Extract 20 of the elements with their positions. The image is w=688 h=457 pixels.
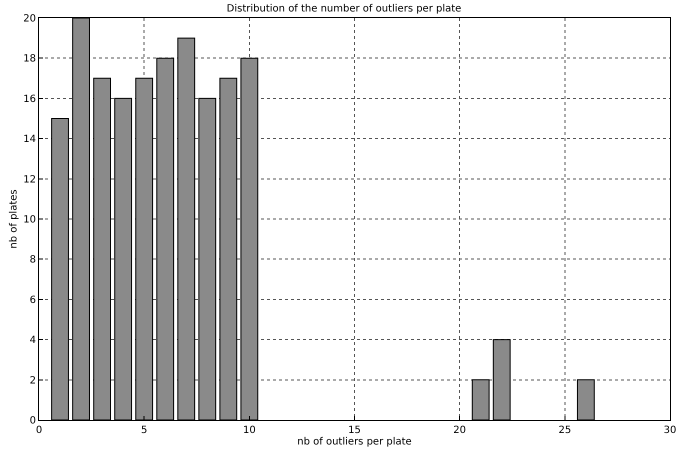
x-tick-label: 25 xyxy=(558,425,572,436)
y-tick-label: 16 xyxy=(23,94,36,105)
y-tick-label: 0 xyxy=(30,416,36,426)
chart-title: Distribution of the number of outliers per plate xyxy=(226,4,462,15)
y-tick-label: 6 xyxy=(30,294,36,306)
x-tick-label: 15 xyxy=(348,425,361,436)
y-tick-label: 10 xyxy=(23,214,36,226)
y-tick-label: 12 xyxy=(23,174,36,186)
x-tick-label: 20 xyxy=(453,425,466,436)
y-axis-title: nb of plates xyxy=(8,189,20,249)
x-tick-label: 30 xyxy=(664,425,676,436)
y-tick-label: 14 xyxy=(23,134,36,146)
x-axis-title: nb of outliers per plate xyxy=(297,436,412,448)
y-tick-label: 4 xyxy=(30,335,36,346)
y-tick-label: 18 xyxy=(23,54,36,65)
y-tick-label: 20 xyxy=(23,14,36,24)
x-tick-label: 10 xyxy=(242,425,256,436)
x-tick-label: 5 xyxy=(140,425,148,436)
y-tick-label: 8 xyxy=(30,254,36,266)
y-tick-label: 2 xyxy=(30,375,36,386)
